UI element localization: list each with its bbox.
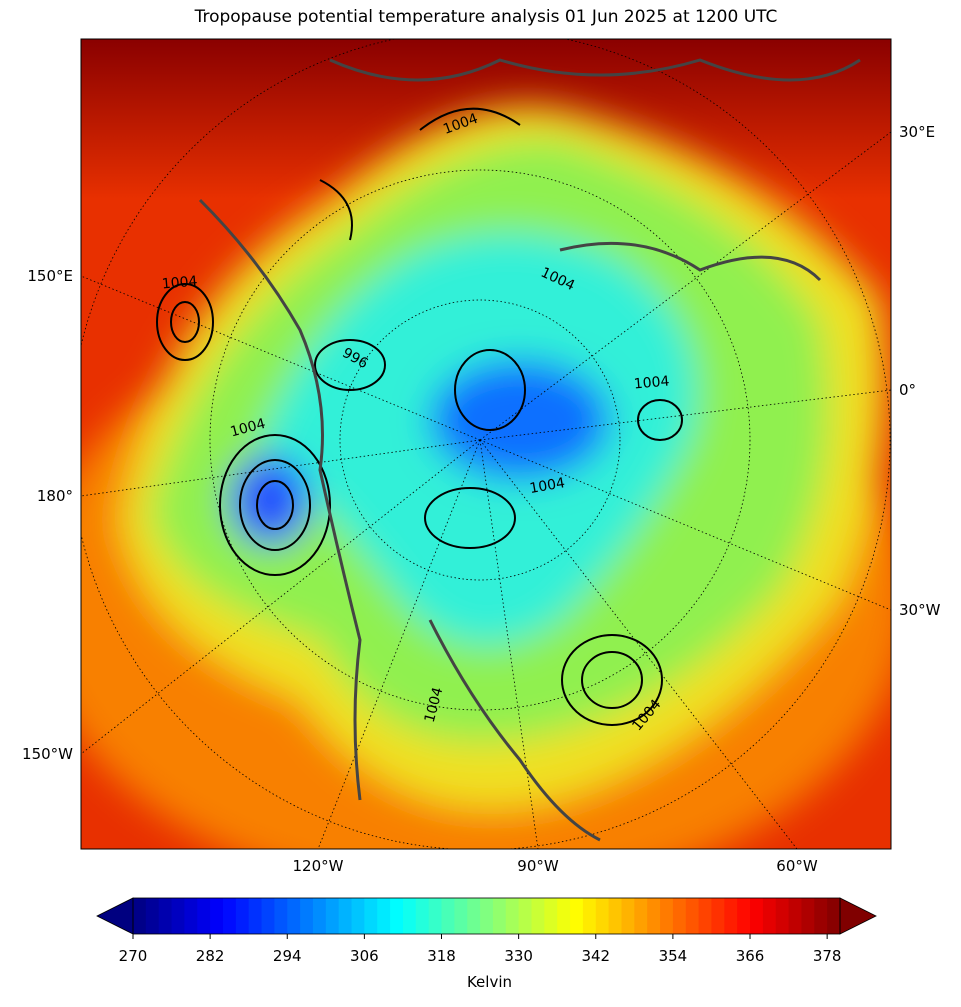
colorbar-tick-label: 378 — [813, 947, 842, 965]
colorbar-swatch — [505, 898, 520, 934]
colorbar-swatch — [338, 898, 353, 934]
colorbar-swatch — [402, 898, 417, 934]
graticule — [81, 39, 891, 849]
colorbar-swatch — [634, 898, 648, 934]
lon-label: 90°W — [517, 857, 559, 875]
title: Tropopause potential temperature analysi… — [194, 7, 778, 27]
colorbar-swatch — [287, 898, 301, 934]
colorbar-label: Kelvin — [467, 973, 512, 991]
colorbar-swatch — [698, 898, 712, 934]
lon-label: 60°W — [776, 857, 818, 875]
colorbar-swatch — [750, 898, 764, 934]
colorbar-swatch — [775, 898, 790, 934]
colorbar-swatch — [762, 898, 777, 934]
colorbar-tick-label: 342 — [581, 947, 610, 965]
colorbar-swatch — [210, 898, 224, 934]
map-frame — [80, 38, 892, 850]
lon-label: 30°W — [899, 601, 941, 619]
colorbar-swatch — [133, 898, 147, 934]
colorbar-swatch — [351, 898, 365, 934]
colorbar-swatch — [801, 898, 815, 934]
colorbar-swatch — [158, 898, 173, 934]
colorbar-swatch — [441, 898, 455, 934]
colorbar-swatch — [647, 898, 661, 934]
colorbar-swatch — [312, 898, 327, 934]
colorbar-swatch — [557, 898, 571, 934]
field-blue — [430, 360, 610, 480]
colorbar-tick-label: 282 — [196, 947, 225, 965]
contour-label: 1004 — [528, 475, 566, 497]
colorbar-swatch — [660, 898, 674, 934]
colorbar-tick-label: 318 — [427, 947, 456, 965]
contour-label: 1004 — [161, 273, 198, 292]
colorbar-swatch — [377, 898, 391, 934]
colorbar-swatch — [685, 898, 700, 934]
colorbar-swatch — [621, 898, 635, 934]
contour-label: 1004 — [633, 373, 670, 392]
colorbar-tick-label: 270 — [119, 947, 148, 965]
colorbar-swatch — [222, 898, 237, 934]
colorbar-swatch — [480, 898, 494, 934]
colorbar-swatch — [737, 898, 751, 934]
colorbar-tick-label: 306 — [350, 947, 379, 965]
colorbar-swatch — [325, 898, 340, 934]
colorbar-swatch — [454, 898, 468, 934]
coastlines — [198, 58, 861, 842]
lon-label: 30°E — [899, 123, 935, 141]
colorbar-swatch — [145, 898, 160, 934]
colorbar-swatch — [531, 898, 545, 934]
lon-label: 150°W — [22, 745, 73, 763]
colorbar-swatch — [364, 898, 378, 934]
field-blue — [230, 455, 310, 545]
colorbar-swatch — [274, 898, 288, 934]
colorbar-swatch — [544, 898, 558, 934]
colorbar-tick-label: 354 — [659, 947, 688, 965]
colorbar-swatch — [724, 898, 738, 934]
colorbar-swatch — [788, 898, 802, 934]
colorbar-swatch — [518, 898, 532, 934]
map — [81, 39, 891, 849]
pressure-contours — [156, 107, 683, 726]
colorbar-swatch — [261, 898, 275, 934]
colorbar-swatch — [608, 898, 622, 934]
colorbar-swatch — [814, 898, 828, 934]
colorbar-swatch — [415, 898, 430, 934]
colorbar-swatch — [248, 898, 263, 934]
lon-label: 150°E — [27, 267, 73, 285]
colorbar-swatch — [570, 898, 584, 934]
lon-label: 180° — [37, 487, 73, 505]
colorbar-swatch — [492, 898, 507, 934]
colorbar-swatch — [711, 898, 725, 934]
colorbar-swatch — [595, 898, 610, 934]
colorbar-tick-label: 294 — [273, 947, 302, 965]
colorbar-swatch — [672, 898, 687, 934]
colorbar-extend-low — [96, 897, 134, 935]
colorbar-swatch — [197, 898, 211, 934]
colorbar-swatch — [467, 898, 481, 934]
colorbar-tick-label: 330 — [504, 947, 533, 965]
colorbar-swatch — [184, 898, 198, 934]
colorbar-swatch — [171, 898, 185, 934]
colorbar-swatch — [390, 898, 404, 934]
lon-label: 0° — [899, 381, 916, 399]
lon-label: 120°W — [293, 857, 344, 875]
colorbar-tick-label: 366 — [736, 947, 765, 965]
temperature-field — [81, 106, 891, 849]
colorbar-swatch — [428, 898, 443, 934]
colorbar-swatch — [300, 898, 314, 934]
colorbar-frame — [132, 897, 841, 935]
colorbar-swatch — [827, 898, 841, 934]
colorbar-swatch — [582, 898, 597, 934]
colorbar-swatch — [235, 898, 250, 934]
colorbar-extend-high — [839, 897, 877, 935]
